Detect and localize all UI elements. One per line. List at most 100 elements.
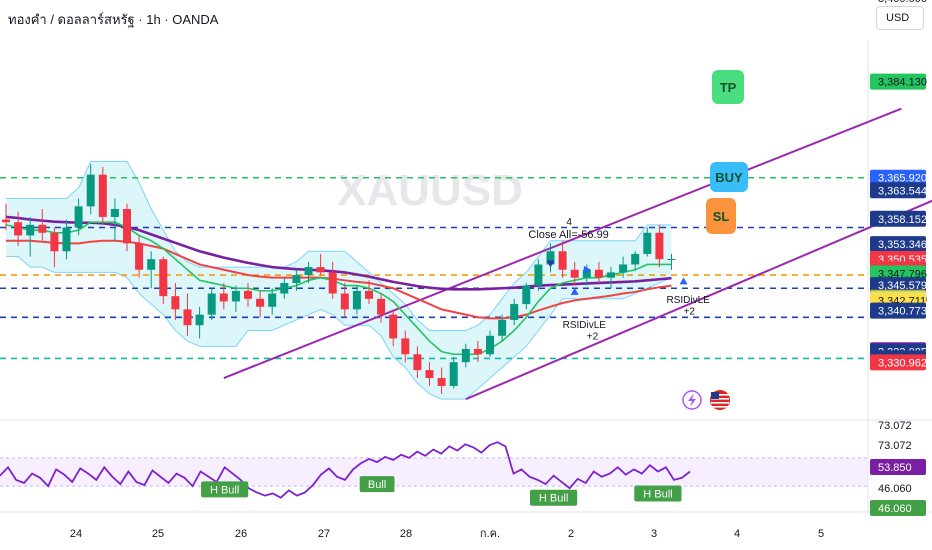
candle-body[interactable]: [256, 298, 265, 307]
candle-body[interactable]: [437, 378, 446, 386]
time-tick-label: 28: [400, 528, 412, 540]
bull-label[interactable]: H Bull: [201, 481, 249, 498]
rsi-pane[interactable]: H Bull Bull H Bull H Bull: [0, 441, 868, 506]
candle-body[interactable]: [14, 222, 23, 236]
time-scale[interactable]: 24 25 26 27 28 ก.ค. 2 3 4 5: [70, 528, 824, 540]
candle-body[interactable]: [304, 267, 313, 276]
lightning-icon[interactable]: [682, 390, 702, 410]
candle-body[interactable]: [607, 272, 615, 278]
time-tick-label: 26: [235, 528, 247, 540]
candle-body[interactable]: [268, 293, 277, 307]
price-label-bg: [870, 236, 926, 253]
candle-body[interactable]: [365, 290, 373, 299]
candle-body[interactable]: [2, 219, 10, 223]
price-label-bg: [870, 182, 926, 199]
candle-body[interactable]: [594, 269, 603, 278]
candle-body[interactable]: [110, 209, 119, 217]
candle-body[interactable]: [498, 319, 507, 336]
signal-arrow: [570, 287, 579, 295]
price-label: 3,353.346: [878, 239, 927, 251]
candle-body[interactable]: [352, 290, 361, 310]
signal-sub: +2: [587, 331, 599, 342]
bull-label[interactable]: H Bull: [530, 489, 578, 506]
candle-body[interactable]: [510, 304, 519, 320]
candle-body[interactable]: [655, 232, 664, 260]
time-tick-label: 27: [318, 528, 330, 540]
time-tick-label: 2: [568, 528, 574, 540]
candle-body[interactable]: [461, 348, 470, 363]
candle-body[interactable]: [377, 298, 386, 315]
ema-red-line: [6, 239, 672, 320]
price-label-bg: [870, 210, 926, 227]
candle-body[interactable]: [449, 362, 458, 386]
tag-tp[interactable]: TP: [712, 70, 744, 104]
tag-bubble: [712, 70, 744, 104]
candle-body[interactable]: [534, 264, 543, 286]
bull-label[interactable]: Bull: [359, 476, 395, 493]
candle-body[interactable]: [425, 370, 434, 379]
candle-body[interactable]: [195, 314, 204, 326]
rsi-scale-label: 73.072: [878, 420, 912, 432]
rsi-label-bg: [870, 500, 926, 516]
price-label: 3,365.920: [878, 173, 927, 185]
candle-body[interactable]: [50, 232, 59, 252]
candle-body[interactable]: [86, 174, 95, 207]
bull-label-text: H Bull: [643, 489, 672, 501]
bull-label[interactable]: H Bull: [634, 485, 682, 502]
candle-body[interactable]: [231, 290, 240, 302]
candle-body[interactable]: [643, 232, 652, 254]
signal-sub: +2: [684, 307, 696, 318]
candle-body[interactable]: [413, 354, 422, 371]
candle-body[interactable]: [546, 251, 555, 265]
candle-body[interactable]: [473, 348, 482, 355]
price-label: 3,400.000: [878, 0, 927, 5]
bull-label-bg: [530, 489, 578, 506]
candle-body[interactable]: [582, 269, 591, 278]
icon-glyph: [688, 393, 696, 407]
candle-body[interactable]: [292, 275, 301, 283]
candle-body[interactable]: [328, 272, 337, 294]
candle-body[interactable]: [26, 224, 35, 236]
candle-body[interactable]: [135, 243, 144, 270]
candle-body[interactable]: [219, 293, 228, 302]
candle-body[interactable]: [486, 335, 494, 355]
candle-body[interactable]: [389, 314, 398, 339]
candle-body[interactable]: [62, 227, 71, 252]
candle-body[interactable]: [171, 296, 180, 310]
flag-stripe: [711, 398, 729, 400]
candle-body[interactable]: [340, 293, 349, 310]
candle-body[interactable]: [207, 293, 216, 315]
candle-body[interactable]: [522, 285, 531, 305]
price-label: 3,330.962: [878, 357, 927, 369]
tag-buy[interactable]: BUY: [710, 162, 748, 192]
candle-body[interactable]: [183, 309, 192, 326]
ema-green-line: [5, 221, 672, 356]
candle-body[interactable]: [619, 264, 628, 273]
candle-body[interactable]: [159, 259, 168, 297]
currency-selector[interactable]: USD: [876, 6, 924, 30]
candle-body[interactable]: [98, 174, 107, 217]
rsi-scale-label: 46.060: [878, 503, 912, 515]
us-flag-icon[interactable]: [710, 390, 730, 410]
candle-body[interactable]: [631, 253, 640, 265]
candle-body[interactable]: [74, 206, 83, 228]
candle-body[interactable]: [316, 267, 325, 273]
candle-body[interactable]: [244, 290, 252, 299]
candle-body[interactable]: [38, 224, 47, 233]
candle-body[interactable]: [401, 338, 410, 355]
candle-body[interactable]: [570, 269, 579, 278]
candle-body[interactable]: [558, 251, 567, 270]
candle-body[interactable]: [667, 259, 676, 261]
candle-body[interactable]: [147, 259, 156, 270]
candle-body[interactable]: [123, 209, 131, 244]
bull-label-text: H Bull: [210, 484, 239, 496]
symbol-title[interactable]: ทองคำ / ดอลลาร์สหรัฐ · 1h · OANDA: [8, 12, 219, 27]
tag-sl[interactable]: SL: [706, 198, 736, 234]
channel-line[interactable]: [465, 198, 932, 401]
rsi-line[interactable]: [0, 441, 691, 499]
candle-body[interactable]: [280, 282, 289, 294]
price-label-bg: [870, 277, 926, 294]
